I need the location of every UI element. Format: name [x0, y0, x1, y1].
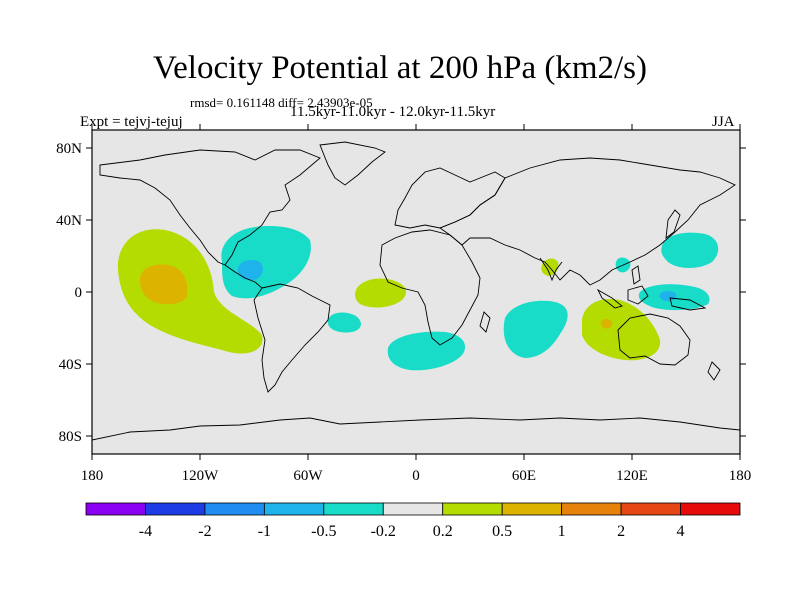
anomaly-atlantic-positive	[355, 278, 407, 308]
anomaly-fields	[92, 141, 740, 441]
coast-africa	[379, 229, 481, 346]
colorbar-label: -0.5	[311, 523, 336, 540]
coast-new-guinea	[669, 297, 707, 311]
lat-tick-label: 80S	[59, 429, 82, 445]
anomaly-australia-core	[600, 319, 613, 329]
colorbar-swatch	[204, 502, 265, 516]
colorbar-label: 4	[677, 523, 685, 540]
colorbar-label: 0.5	[492, 523, 512, 540]
lon-tick-label: 60W	[293, 468, 323, 484]
colorbar-swatch	[85, 502, 146, 516]
colorbar-swatch	[263, 502, 325, 516]
coast-india	[539, 257, 563, 282]
coast-madagascar	[479, 311, 491, 333]
lon-tick-label: 0	[412, 468, 420, 484]
coast-borneo	[627, 285, 649, 305]
anomaly-nw-pacific-negative	[661, 232, 719, 268]
colorbar-label: 2	[617, 523, 625, 540]
coast-new-zealand	[707, 361, 721, 381]
colorbar-swatch	[442, 502, 503, 516]
colorbar-swatch	[145, 502, 206, 516]
chart-title: Velocity Potential at 200 hPa (km2/s)	[152, 50, 648, 86]
colorbar-swatch	[323, 502, 384, 516]
colorbar-label: -1	[258, 523, 271, 540]
lon-tick-label: 180	[729, 468, 752, 484]
coast-south-america	[253, 283, 331, 393]
lon-tick-label: 120W	[182, 468, 220, 484]
anomaly-east-pacific-positive	[117, 229, 263, 354]
stats-label: rmsd= 0.161148 diff= 2.43903e-05	[190, 95, 373, 110]
colorbar-swatch	[561, 502, 622, 516]
lat-tick-label: 80N	[56, 141, 82, 157]
coast-australia	[617, 313, 691, 366]
colorbar-label: 0.2	[433, 523, 453, 540]
lat-tick-label: 40N	[56, 213, 82, 229]
coast-greenland	[319, 141, 386, 186]
colorbar-label: -4	[139, 523, 152, 540]
coast-asia	[439, 157, 736, 286]
coast-central-america	[224, 264, 263, 289]
anomaly-south-atlantic-negative	[327, 312, 361, 333]
anomaly-australia-positive	[582, 298, 661, 361]
anomaly-indian-ocean-negative	[503, 300, 568, 358]
coast-sumatra	[596, 288, 623, 309]
colorbar-label: -0.2	[371, 523, 396, 540]
colorbar-swatch	[382, 502, 444, 516]
coast-north-america	[99, 149, 321, 266]
colorbar: -4 -2 -1 -0.5 -0.2 0.2 0.5 1 2 4	[85, 502, 741, 540]
coast-antarctica	[92, 417, 740, 441]
colorbar-swatch	[620, 502, 681, 516]
lat-tick-label: 0	[75, 285, 83, 301]
colorbar-label: -2	[198, 523, 211, 540]
season-label: JJA	[712, 114, 735, 130]
lat-tick-label: 40S	[59, 357, 82, 373]
coastlines	[92, 141, 740, 441]
colorbar-label: 1	[558, 523, 566, 540]
experiment-label: Expt = tejvj-tejuj	[80, 114, 183, 130]
anomaly-caribbean-core	[237, 260, 263, 281]
colorbar-swatch	[680, 502, 741, 516]
lon-tick-label: 60E	[512, 468, 536, 484]
lon-tick-label: 120E	[616, 468, 648, 484]
anomaly-caribbean-negative	[221, 226, 311, 299]
axis-ticks: 80N 40N 0 40S 80S 180 120W 60W 0 60E 120E 180	[56, 124, 751, 484]
period-label: 11.5kyr-11.0kyr - 12.0kyr-11.5kyr	[290, 104, 496, 120]
colorbar-swatch	[501, 502, 563, 516]
coast-japan	[665, 209, 681, 239]
anomaly-east-pacific-core	[140, 264, 188, 305]
lon-tick-label: 180	[81, 468, 104, 484]
coast-philippines	[631, 265, 641, 285]
